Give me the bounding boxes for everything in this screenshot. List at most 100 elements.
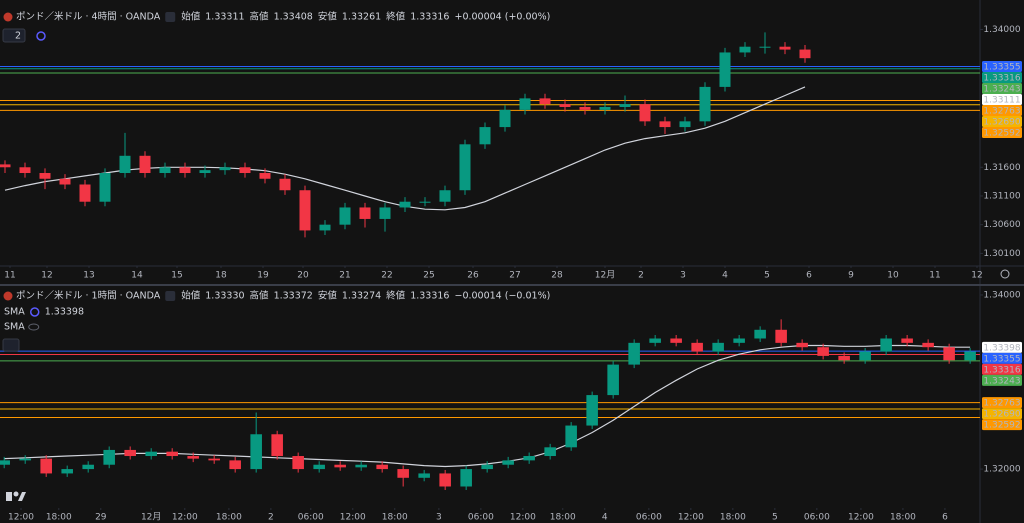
stat-value: 1.33330 (205, 291, 244, 302)
candle-body (670, 338, 682, 343)
price-label-box[interactable] (982, 419, 1022, 431)
x-tick-label: 06:00 (804, 513, 830, 523)
indicator-icon (36, 31, 46, 41)
x-tick-label: 25 (423, 271, 434, 281)
candle-body (539, 98, 551, 105)
candle-body (733, 338, 745, 343)
price-label: 1.33316 (983, 365, 1020, 375)
price-label: 1.33243 (983, 85, 1020, 95)
x-tick-label: 20 (297, 271, 309, 281)
candle-body (922, 342, 934, 348)
candle-body (166, 451, 178, 457)
candle-body (619, 104, 631, 107)
collapse-button[interactable] (2, 338, 20, 352)
candle-body (817, 347, 829, 356)
stat-label: 高値 (250, 290, 270, 302)
candle-body (519, 98, 531, 110)
price-label-box[interactable] (982, 352, 1022, 364)
candle-body (460, 469, 472, 487)
candle-body (544, 447, 556, 457)
candle-body (679, 121, 691, 128)
price-label-box[interactable] (982, 127, 1022, 139)
x-tick-label: 18:00 (890, 513, 916, 523)
x-tick-label: 3 (680, 271, 686, 281)
x-tick-label: 26 (467, 271, 479, 281)
change-value: +0.00004 (+0.00%) (454, 12, 550, 23)
candle-body (459, 144, 471, 191)
candle-body (39, 173, 51, 179)
candle-body (579, 106, 591, 110)
candle-body (712, 342, 724, 352)
price-label: 1.32763 (983, 399, 1020, 409)
candle-body (219, 167, 231, 171)
candle-body (313, 464, 325, 470)
price-label-box[interactable] (982, 72, 1022, 84)
x-tick-label: 12:00 (848, 513, 874, 523)
collapse-button[interactable] (165, 291, 176, 301)
price-label: 1.32592 (983, 421, 1020, 431)
x-tick-label: 11 (4, 271, 15, 281)
price-label-box[interactable] (982, 83, 1022, 95)
price-label-box[interactable] (982, 363, 1022, 375)
plot-area (0, 32, 980, 238)
candle-body (397, 469, 409, 478)
price-label: 1.33316 (983, 74, 1020, 84)
stat-value: 1.33311 (205, 12, 244, 23)
candle-body (19, 458, 31, 461)
candle-body (418, 473, 430, 478)
x-tick-label: 12:00 (340, 513, 366, 523)
x-tick-label: 12月 (595, 270, 615, 281)
candle-body (124, 449, 136, 457)
symbol-icon (3, 12, 13, 22)
candle-body (19, 167, 31, 174)
x-tick-label: 22 (381, 271, 392, 281)
stat-value: 1.33261 (342, 12, 381, 23)
candle-body (292, 456, 304, 470)
candle-body (159, 167, 171, 174)
collapse-button[interactable] (165, 12, 176, 22)
price-label-box[interactable] (982, 116, 1022, 128)
price-label-box[interactable] (982, 374, 1022, 386)
stat-label: 高値 (250, 11, 270, 23)
candle-body (334, 464, 346, 468)
price-label-box[interactable] (982, 341, 1022, 353)
candle-body (586, 395, 598, 426)
candle-body (103, 449, 115, 465)
price-label-box[interactable] (982, 61, 1022, 73)
x-tick-label: 21 (339, 271, 350, 281)
change-value: −0.00014 (−0.01%) (454, 291, 550, 302)
indicator-toggle[interactable] (2, 28, 26, 43)
candle-body (319, 224, 331, 231)
price-label-box[interactable] (982, 408, 1022, 420)
x-tick-label: 18:00 (720, 513, 746, 523)
settings-icon[interactable] (1000, 269, 1010, 279)
candle-body (523, 456, 535, 461)
y-tick-label: 1.31600 (983, 163, 1020, 173)
price-label-box[interactable] (982, 397, 1022, 409)
visibility-icon[interactable] (28, 323, 40, 331)
candle-body (699, 86, 711, 122)
x-tick-label: 18:00 (550, 513, 576, 523)
price-label: 1.33111 (983, 96, 1020, 106)
candle-body (376, 464, 388, 470)
candle-body (628, 342, 640, 365)
x-tick-label: 12 (971, 271, 982, 281)
price-label: 1.32690 (983, 118, 1020, 128)
x-tick-label: 12月 (141, 512, 161, 523)
symbol-title: ポンド／米ドル · 4時間 · OANDA (16, 11, 161, 23)
candle-body (759, 46, 771, 48)
candle-body (502, 460, 514, 465)
tv-logo (6, 491, 26, 501)
x-tick-label: 12:00 (172, 513, 198, 523)
candle-body (82, 464, 94, 470)
x-tick-label: 11 (929, 271, 940, 281)
x-tick-label: 12:00 (678, 513, 704, 523)
candle-body (754, 329, 766, 339)
candle-body (61, 469, 73, 474)
price-label-box[interactable] (982, 94, 1022, 106)
stat-label: 終値 (386, 290, 406, 302)
symbol-icon (3, 291, 13, 301)
price-label-box[interactable] (982, 105, 1022, 117)
